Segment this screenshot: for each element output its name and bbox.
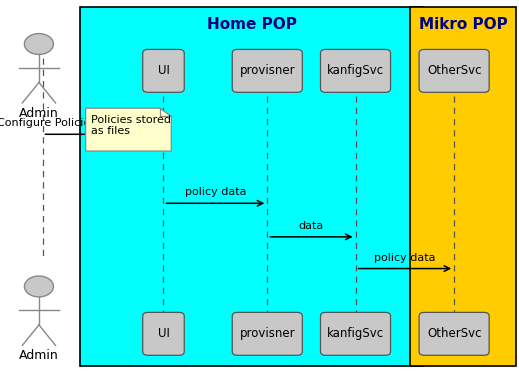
- Circle shape: [24, 276, 53, 297]
- FancyBboxPatch shape: [321, 313, 391, 355]
- FancyBboxPatch shape: [419, 49, 489, 92]
- Text: policy data: policy data: [185, 187, 246, 197]
- FancyBboxPatch shape: [321, 49, 391, 92]
- FancyBboxPatch shape: [80, 7, 423, 366]
- Text: Mikro POP: Mikro POP: [419, 17, 508, 32]
- Text: kanfigSvc: kanfigSvc: [327, 65, 384, 77]
- Text: policy data: policy data: [374, 253, 435, 263]
- Text: Admin: Admin: [19, 107, 59, 120]
- Polygon shape: [86, 108, 171, 151]
- Text: Policies stored
as files: Policies stored as files: [91, 115, 171, 137]
- Text: provisner: provisner: [239, 327, 295, 340]
- Text: Admin: Admin: [19, 349, 59, 362]
- Text: OtherSvc: OtherSvc: [427, 65, 482, 77]
- FancyBboxPatch shape: [233, 49, 302, 92]
- FancyBboxPatch shape: [233, 313, 302, 355]
- Text: UI: UI: [158, 327, 169, 340]
- Text: provisner: provisner: [239, 65, 295, 77]
- Text: Configure Policies: Configure Policies: [0, 118, 96, 128]
- Text: UI: UI: [158, 65, 169, 77]
- Text: Home POP: Home POP: [207, 17, 297, 32]
- Text: kanfigSvc: kanfigSvc: [327, 327, 384, 340]
- FancyBboxPatch shape: [410, 7, 516, 366]
- FancyBboxPatch shape: [419, 313, 489, 355]
- Circle shape: [24, 34, 53, 54]
- Text: OtherSvc: OtherSvc: [427, 327, 482, 340]
- FancyBboxPatch shape: [143, 313, 184, 355]
- Text: data: data: [299, 221, 324, 231]
- FancyBboxPatch shape: [143, 49, 184, 92]
